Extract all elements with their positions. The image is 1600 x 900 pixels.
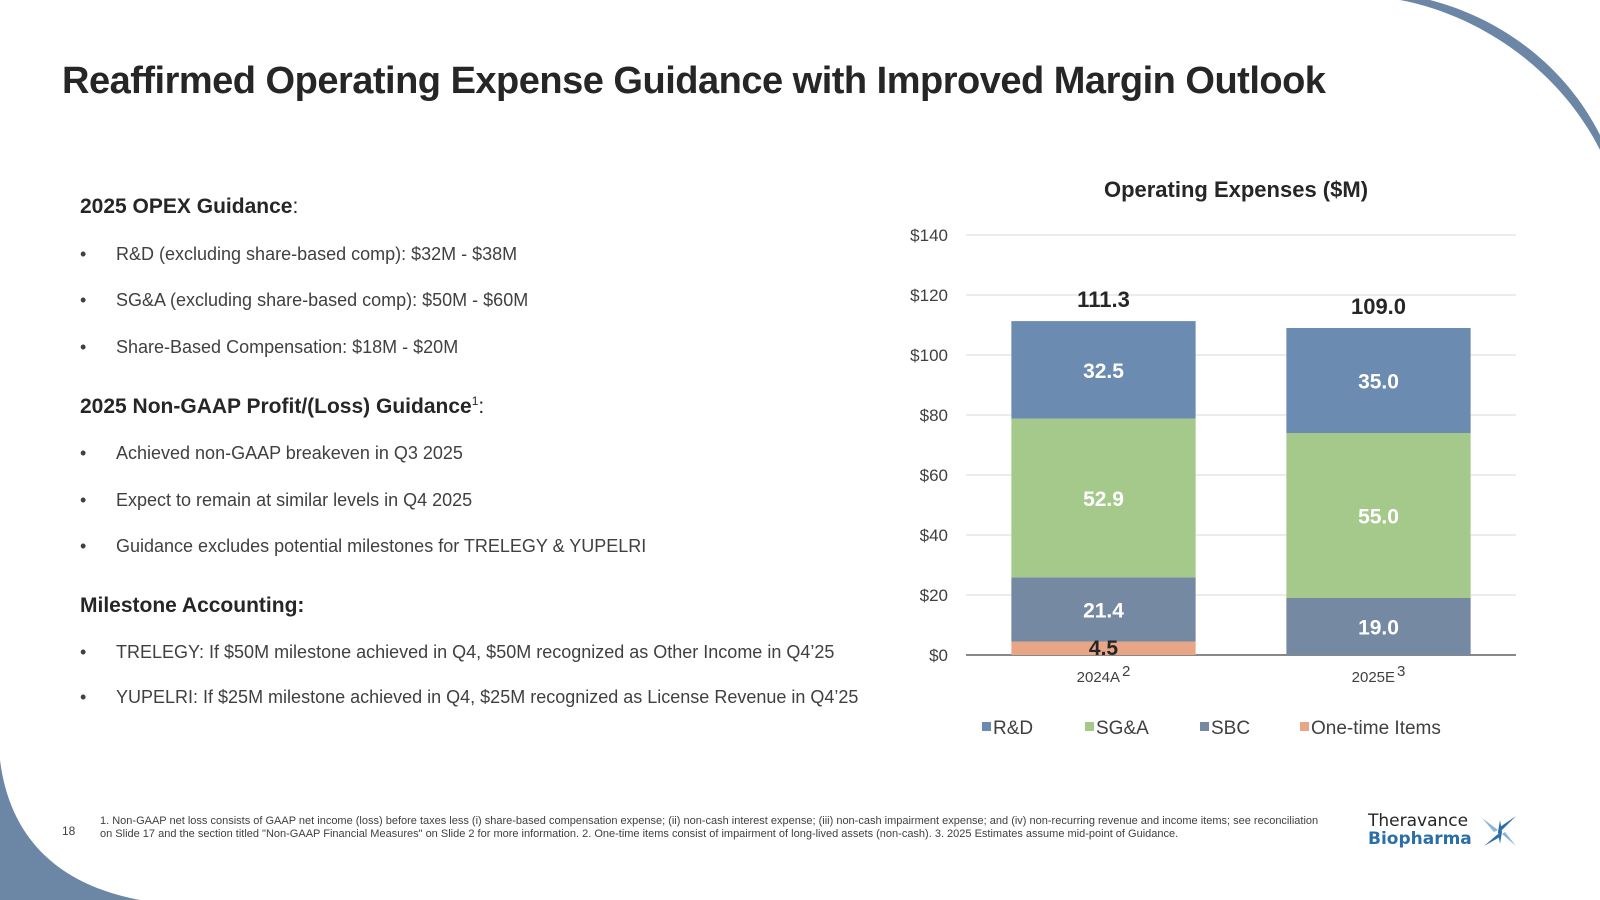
- heading-colon: :: [292, 195, 299, 218]
- data-label: 55.0: [1358, 506, 1399, 529]
- bar-segment-r-d: [1286, 328, 1471, 433]
- x-tick-label: 2024A 2: [1077, 663, 1131, 686]
- bullet-icon: •: [80, 290, 87, 310]
- bar-segment-sg-a: [1011, 418, 1196, 578]
- y-tick-label: $0: [929, 646, 948, 665]
- y-tick-label: $80: [920, 406, 948, 425]
- bar-segment-sbc: [1011, 577, 1196, 642]
- chart-legend: R&D SG&A SBC One-time Items: [982, 718, 1441, 739]
- bullet-text: Achieved non-GAAP breakeven in Q3 2025: [116, 443, 463, 463]
- y-tick-label: $120: [910, 286, 948, 305]
- bullet-icon: •: [80, 490, 87, 510]
- bullet-icon: •: [80, 244, 87, 264]
- total-label: 111.3: [1077, 287, 1130, 312]
- bullet-icon: •: [80, 443, 87, 463]
- legend-swatch: [1200, 722, 1209, 731]
- data-label: 52.9: [1083, 488, 1124, 511]
- bullet-item: • Expect to remain at similar levels in Q…: [80, 490, 472, 511]
- bullet-item: • Guidance excludes potential milestones …: [80, 536, 646, 557]
- x-tick-superscript: 2: [1122, 663, 1130, 680]
- bullet-text: YUPELRI: If $25M milestone achieved in Q…: [116, 687, 859, 707]
- bottom-left-arc-decoration: [0, 760, 140, 900]
- bullet-text: SG&A (excluding share-based comp): $50M …: [116, 290, 529, 310]
- legend-item: One-time Items: [1300, 718, 1441, 739]
- legend-swatch: [1085, 722, 1094, 731]
- bullet-item: • Achieved non-GAAP breakeven in Q3 2025: [80, 443, 463, 464]
- legend-swatch: [1300, 722, 1309, 731]
- company-logo: Theravance Biopharma: [1368, 811, 1516, 849]
- footnote-ref: 1: [471, 394, 479, 408]
- data-label: 32.5: [1083, 360, 1124, 383]
- legend-item: SG&A: [1085, 718, 1149, 739]
- chart-title: Operating Expenses ($M): [1104, 177, 1368, 202]
- data-labels: 4.5 21.4 52.9 32.5 111.3 19.0 55.0 35.0 109.0: [1077, 287, 1406, 660]
- y-tick-label: $100: [910, 346, 948, 365]
- y-tick-label: $60: [920, 466, 948, 485]
- legend-label: R&D: [993, 718, 1033, 739]
- star-burst-logo-icon: [1482, 816, 1516, 846]
- bar-segment-sg-a: [1286, 433, 1471, 598]
- bullet-icon: •: [80, 642, 87, 662]
- bullet-item: • YUPELRI: If $25M milestone achieved in …: [80, 687, 858, 708]
- section-heading-opex-guidance: 2025 OPEX Guidance:: [80, 195, 298, 219]
- footnote-text: 1. Non-GAAP net loss consists of GAAP ne…: [100, 815, 1319, 840]
- bullet-text: Share-Based Compensation: $18M - $20M: [116, 337, 459, 357]
- logo-line1: Theravance: [1368, 811, 1469, 831]
- legend-item: R&D: [982, 718, 1033, 739]
- y-tick-label: $140: [910, 226, 948, 245]
- data-label: 21.4: [1083, 599, 1124, 622]
- bullet-text: Guidance excludes potential milestones f…: [116, 536, 647, 556]
- slide-title: Reaffirmed Operating Expense Guidance wi…: [62, 60, 1326, 102]
- bar-segment-r-d: [1011, 321, 1196, 419]
- data-label: 19.0: [1358, 617, 1399, 640]
- page-number: 18: [62, 824, 76, 838]
- bullet-item: • R&D (excluding share-based comp): $32M …: [80, 244, 517, 265]
- bullet-text: Expect to remain at similar levels in Q4…: [116, 490, 473, 510]
- section-heading-milestone-accounting: Milestone Accounting:: [80, 594, 304, 618]
- bullet-icon: •: [80, 687, 87, 707]
- heading-text: Milestone Accounting:: [80, 594, 305, 617]
- bullet-text: R&D (excluding share-based comp): $32M -…: [116, 244, 518, 264]
- data-label: 4.5: [1089, 637, 1119, 660]
- bar-segment-one-time-items: [1011, 641, 1196, 655]
- legend-item: SBC: [1200, 718, 1250, 739]
- heading-colon: :: [478, 395, 485, 418]
- section-heading-non-gaap-guidance: 2025 Non-GAAP Profit/(Loss) Guidance1:: [80, 394, 484, 419]
- bullet-item: • SG&A (excluding share-based comp): $50M…: [80, 290, 528, 311]
- legend-label: One-time Items: [1311, 718, 1441, 739]
- operating-expenses-chart: Operating Expenses ($M) $0 $20 $40 $60 $80 $1…: [910, 177, 1516, 739]
- bullet-item: • Share-Based Compensation: $18M - $20M: [80, 337, 458, 358]
- data-label: 35.0: [1358, 371, 1399, 394]
- heading-text: 2025 Non-GAAP Profit/(Loss) Guidance: [80, 395, 472, 418]
- x-tick-superscript: 3: [1397, 663, 1405, 680]
- y-tick-label: $20: [920, 586, 948, 605]
- y-tick-label: $40: [920, 526, 948, 545]
- top-right-arc-decoration: [1400, 0, 1600, 150]
- logo-line2: Biopharma: [1368, 829, 1472, 849]
- y-axis-ticks: $0 $20 $40 $60 $80 $100 $120 $140: [910, 226, 948, 665]
- legend-swatch: [982, 722, 991, 731]
- heading-text: 2025 OPEX Guidance: [80, 195, 293, 218]
- bullet-icon: •: [80, 536, 87, 556]
- bullet-text: TRELEGY: If $50M milestone achieved in Q…: [116, 642, 835, 662]
- x-tick-label: 2025E 3: [1352, 663, 1406, 686]
- bullet-item: • TRELEGY: If $50M milestone achieved in …: [80, 642, 834, 663]
- legend-label: SG&A: [1096, 718, 1149, 739]
- bars: [1011, 321, 1471, 655]
- bar-segment-sbc: [1286, 598, 1471, 655]
- x-axis-ticks: 2024A 2 2025E 3: [1077, 663, 1406, 686]
- legend-label: SBC: [1211, 718, 1250, 739]
- total-label: 109.0: [1351, 294, 1406, 319]
- bullet-icon: •: [80, 337, 87, 357]
